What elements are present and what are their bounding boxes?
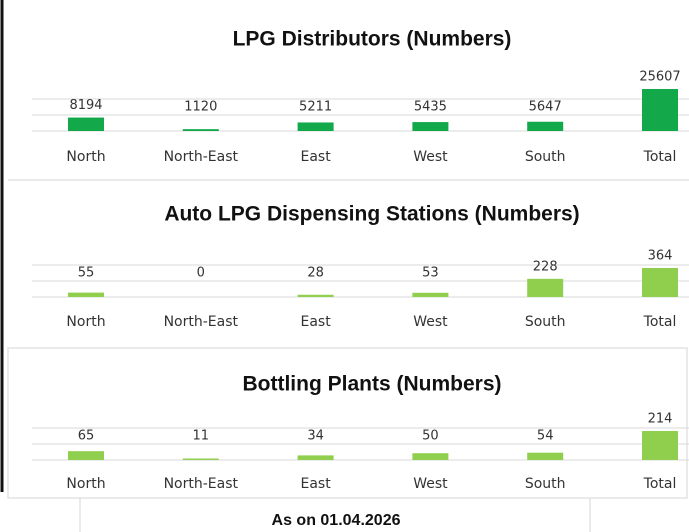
data-label: 11 [193, 429, 210, 444]
x-tick-label: North [66, 476, 105, 492]
footer-note: As on 01.04.2026 [272, 512, 401, 529]
x-tick-label: West [413, 314, 448, 330]
data-label: 54 [537, 429, 554, 444]
x-tick-label: West [413, 149, 448, 165]
chart-title: Auto LPG Dispensing Stations (Numbers) [164, 203, 579, 226]
x-tick-label: North [66, 314, 105, 330]
bar [412, 122, 449, 131]
panel-frame [7, 347, 688, 499]
bar [642, 431, 678, 460]
data-label: 25607 [639, 70, 680, 85]
data-label: 5435 [414, 100, 447, 115]
x-tick-label: Total [643, 314, 677, 330]
bar [297, 294, 334, 297]
data-label: 364 [648, 249, 673, 264]
bar [412, 292, 449, 297]
data-label: 214 [648, 412, 673, 427]
data-label: 5211 [299, 100, 332, 115]
data-label: 34 [307, 429, 324, 444]
data-label: 5647 [529, 100, 562, 115]
data-label: 228 [533, 259, 558, 274]
bar [527, 278, 564, 297]
x-tick-label: North-East [164, 149, 239, 165]
bar [68, 117, 104, 131]
bar [527, 452, 564, 460]
bar [297, 455, 334, 460]
bar [412, 453, 449, 460]
chart-title: LPG Distributors (Numbers) [233, 28, 512, 51]
x-tick-label: Total [643, 476, 677, 492]
bar [68, 292, 104, 297]
data-label: 1120 [184, 100, 217, 115]
data-label: 28 [307, 266, 324, 281]
x-tick-label: North-East [164, 476, 239, 492]
data-label: 55 [78, 266, 95, 281]
x-tick-label: South [525, 314, 566, 330]
bar [642, 268, 678, 297]
x-tick-label: South [525, 149, 566, 165]
x-tick-label: East [300, 314, 331, 330]
bar [642, 89, 678, 131]
bar [297, 122, 334, 131]
x-tick-label: East [300, 149, 331, 165]
x-tick-label: East [300, 476, 331, 492]
bar [527, 121, 564, 131]
chart-title: Bottling Plants (Numbers) [242, 373, 501, 396]
data-label: 8194 [69, 98, 102, 113]
x-tick-label: Total [643, 149, 677, 165]
x-tick-label: West [413, 476, 448, 492]
bar [182, 458, 219, 460]
data-label: 0 [197, 266, 205, 281]
x-tick-label: North [66, 149, 105, 165]
data-label: 53 [422, 266, 439, 281]
data-label: 65 [78, 429, 95, 444]
bar [182, 129, 219, 131]
x-tick-label: North-East [164, 314, 239, 330]
x-tick-label: South [525, 476, 566, 492]
data-label: 50 [422, 429, 439, 444]
bar [68, 451, 104, 460]
